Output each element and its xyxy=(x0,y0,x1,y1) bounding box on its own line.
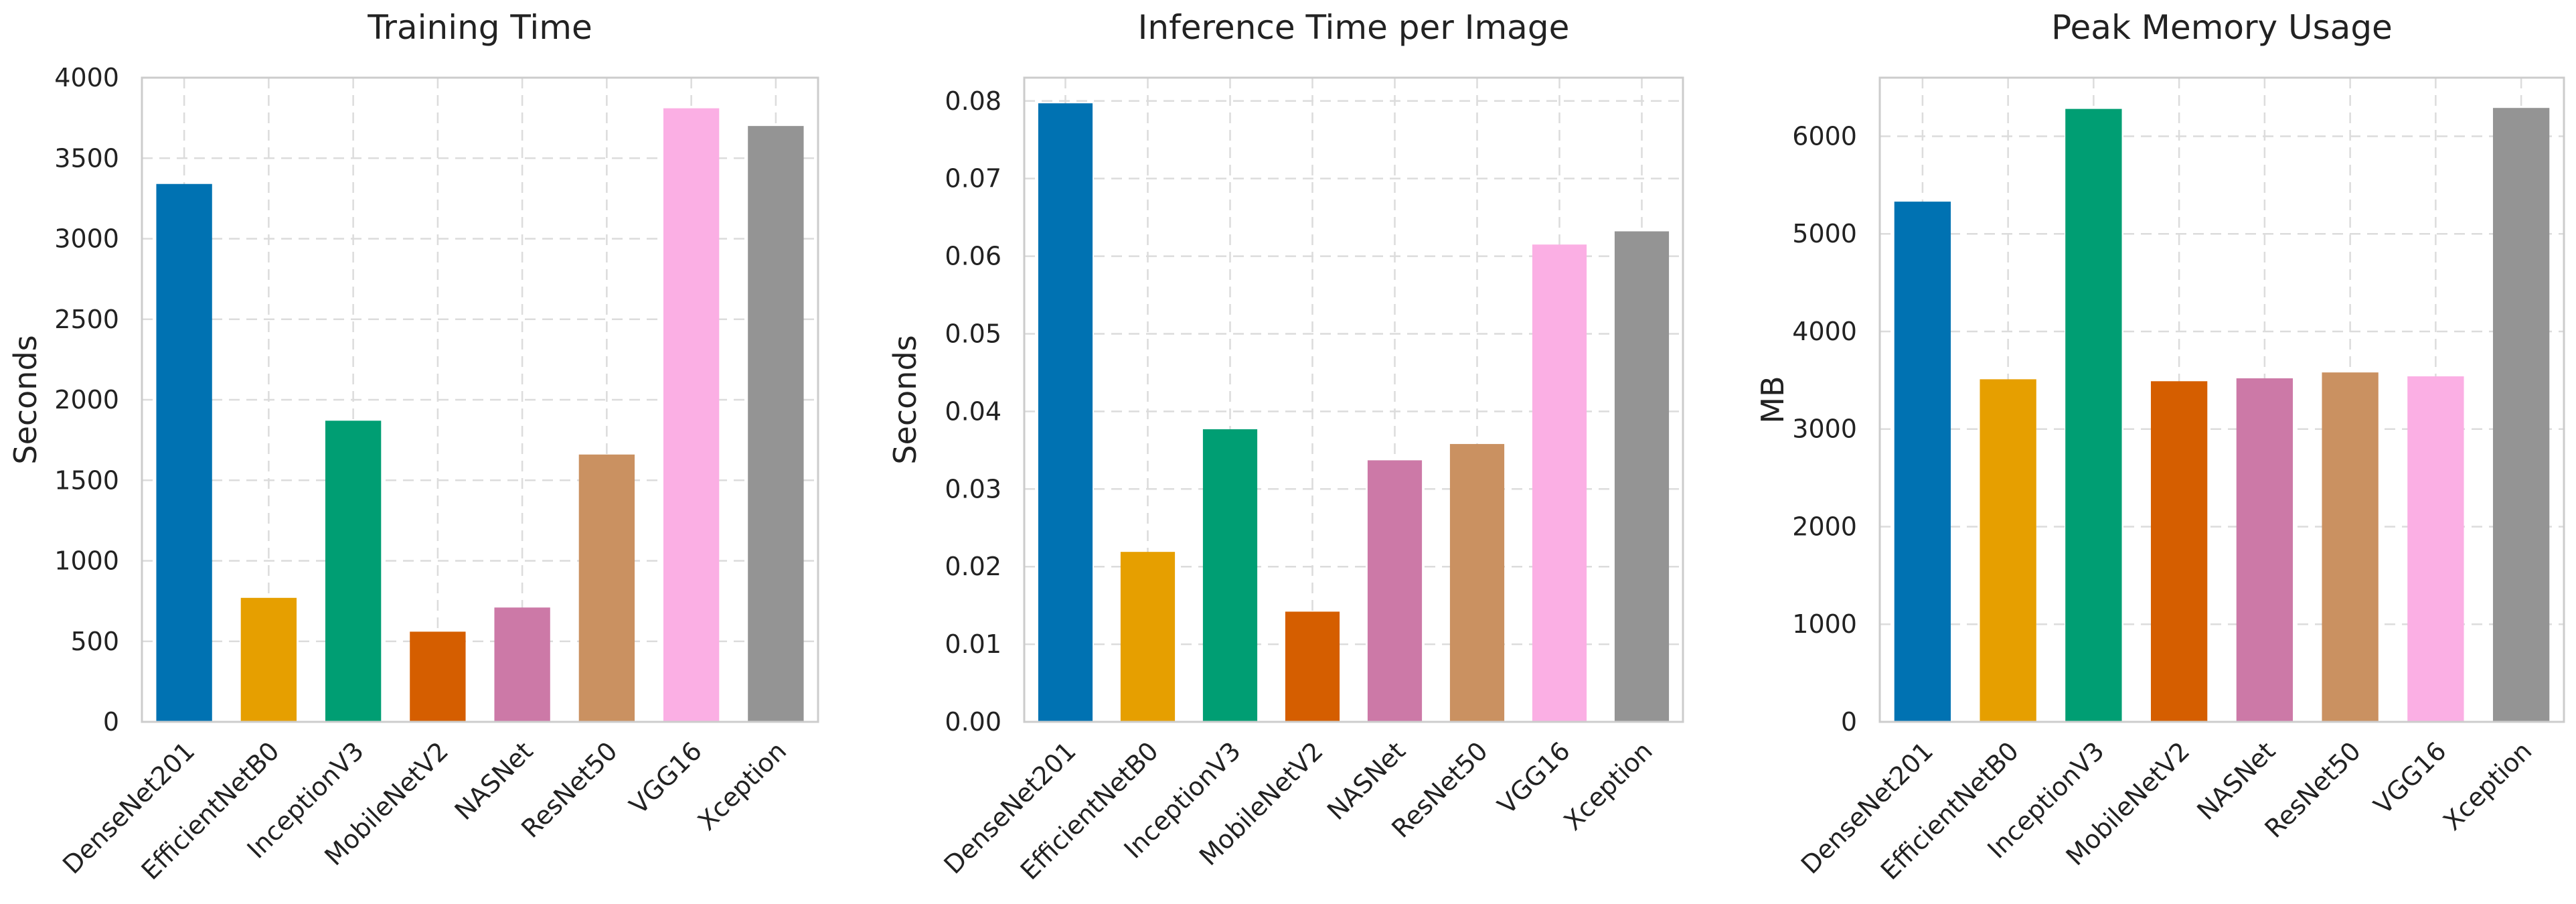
y-tick-label: 2000 xyxy=(54,385,119,415)
y-tick-label: 3000 xyxy=(54,224,119,254)
bar-nasnet xyxy=(1367,460,1423,722)
bar-densenet201 xyxy=(156,183,212,723)
bar-inceptionv3 xyxy=(325,421,382,722)
y-tick-label: 0 xyxy=(1841,707,1857,737)
bar-mobilenetv2 xyxy=(410,631,466,722)
y-tick-label: 0.05 xyxy=(945,319,1001,348)
x-tick-label-efficientnetb0: EfficientNetB0 xyxy=(1015,736,1164,885)
chart-title: Peak Memory Usage xyxy=(2051,8,2393,47)
bar-inceptionv3 xyxy=(2065,108,2122,722)
y-tick-label: 0.03 xyxy=(945,474,1001,504)
bar-densenet201 xyxy=(1894,202,1951,722)
y-axis-label: Seconds xyxy=(7,335,44,464)
x-tick-label-vgg16: VGG16 xyxy=(2368,736,2451,820)
bar-resnet50 xyxy=(1449,444,1505,722)
y-tick-label: 1000 xyxy=(1792,609,1857,639)
x-tick-label-xception: Xception xyxy=(692,736,792,836)
y-tick-label: 500 xyxy=(70,627,119,656)
bar-nasnet xyxy=(494,607,550,722)
bar-resnet50 xyxy=(578,454,635,722)
bar-vgg16 xyxy=(1532,244,1587,723)
y-tick-label: 0.02 xyxy=(945,552,1001,581)
bar-inceptionv3 xyxy=(1202,429,1258,722)
bar-mobilenetv2 xyxy=(2150,381,2208,722)
y-tick-label: 1500 xyxy=(54,465,119,495)
y-tick-label: 4000 xyxy=(1792,317,1857,346)
bar-vgg16 xyxy=(2407,376,2464,722)
y-axis-label: MB xyxy=(1755,376,1791,423)
bar-xception xyxy=(1614,231,1670,723)
plot-frame xyxy=(1023,76,1684,723)
peak-memory-chart: 0100020003000400050006000DenseNet201Effi… xyxy=(1755,8,2565,885)
y-tick-label: 2000 xyxy=(1792,512,1857,541)
charts-container: 05001000150020002500300035004000DenseNet… xyxy=(7,8,2565,885)
y-axis-label: Seconds xyxy=(887,335,923,464)
y-tick-label: 1000 xyxy=(54,546,119,576)
bar-resnet50 xyxy=(2322,372,2379,722)
y-tick-label: 3500 xyxy=(54,143,119,173)
x-tick-label-xception: Xception xyxy=(2437,736,2537,836)
x-tick-label-vgg16: VGG16 xyxy=(1492,736,1576,820)
x-tick-label-xception: Xception xyxy=(1558,736,1658,836)
chart-title: Training Time xyxy=(367,8,592,47)
y-tick-label: 6000 xyxy=(1792,121,1857,151)
bar-mobilenetv2 xyxy=(1285,611,1340,722)
y-tick-label: 0.01 xyxy=(945,629,1001,659)
y-tick-label: 0.06 xyxy=(945,242,1001,271)
training-time-chart: 05001000150020002500300035004000DenseNet… xyxy=(7,8,819,885)
x-tick-label-vgg16: VGG16 xyxy=(624,736,708,820)
bar-efficientnetb0 xyxy=(240,597,297,722)
plot-frame xyxy=(1878,76,2565,723)
bar-efficientnetb0 xyxy=(1980,379,2036,722)
y-tick-label: 0.07 xyxy=(945,164,1001,194)
chart-title: Inference Time per Image xyxy=(1138,8,1570,47)
x-tick-label-nasnet: NASNet xyxy=(2191,736,2281,826)
bar-xception xyxy=(2492,108,2550,723)
y-tick-label: 5000 xyxy=(1792,219,1857,248)
inference-time-chart: 0.000.010.020.030.040.050.060.070.08Dens… xyxy=(887,8,1684,885)
bar-densenet201 xyxy=(1038,103,1093,723)
y-tick-label: 4000 xyxy=(54,63,119,92)
y-tick-label: 2500 xyxy=(54,305,119,334)
x-tick-label-nasnet: NASNet xyxy=(449,736,539,826)
plot-frame xyxy=(141,76,819,723)
y-tick-label: 0.00 xyxy=(945,707,1001,737)
y-tick-label: 3000 xyxy=(1792,415,1857,444)
bar-efficientnetb0 xyxy=(1120,552,1176,722)
bar-vgg16 xyxy=(663,108,720,722)
y-tick-label: 0 xyxy=(103,707,119,737)
y-tick-label: 0.08 xyxy=(945,86,1001,116)
bar-xception xyxy=(748,126,804,722)
y-tick-label: 0.04 xyxy=(945,396,1001,426)
bar-nasnet xyxy=(2236,378,2293,722)
